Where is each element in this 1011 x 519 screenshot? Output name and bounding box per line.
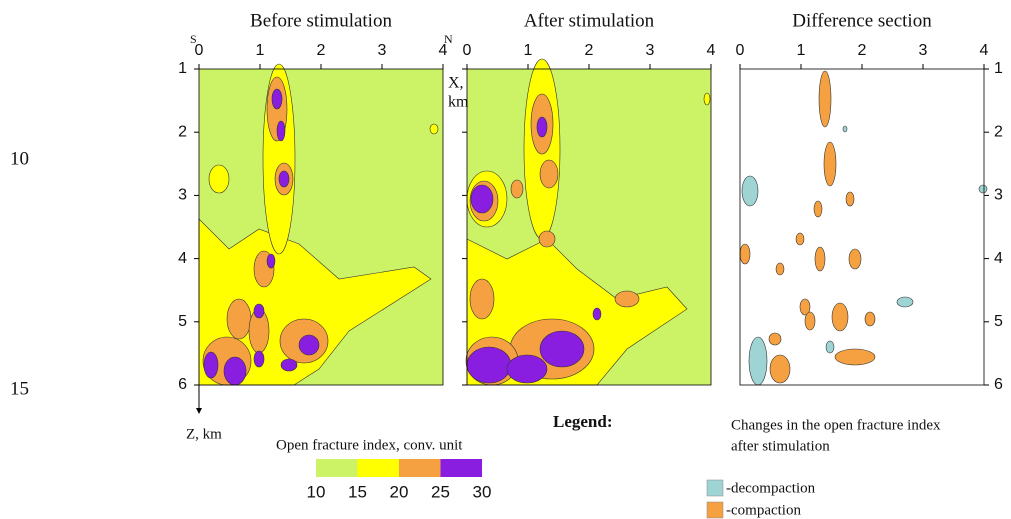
x-axis-label: X, <box>448 75 464 92</box>
colorbar-label: 15 <box>348 482 367 501</box>
z-tick-label: 6 <box>994 376 1003 393</box>
line-number: 15 <box>10 378 29 399</box>
x-axis-label: km <box>448 94 469 111</box>
x-tick-label: 2 <box>585 42 594 59</box>
x-tick-label: 3 <box>646 42 655 59</box>
x-tick-label: 1 <box>797 42 806 59</box>
colorbar-cell <box>440 459 482 477</box>
z-tick-label: 5 <box>178 313 187 330</box>
colorbar-title: Open fracture index, conv. unit <box>276 437 463 453</box>
colorbar-cell <box>357 459 399 477</box>
panel-before-map <box>198 63 443 386</box>
x-tick-label: 4 <box>980 42 989 59</box>
z-axis-arrowhead <box>196 408 202 414</box>
colorbar-label: 10 <box>307 482 326 501</box>
colorbar-cell <box>316 459 358 477</box>
x-tick-label: 1 <box>524 42 533 59</box>
difference-legend-title: after stimulation <box>731 438 830 454</box>
x-tick-label: 0 <box>463 42 472 59</box>
compass-south: S <box>190 32 197 46</box>
z-tick-label: 1 <box>178 60 187 77</box>
z-tick-label: 6 <box>178 376 187 393</box>
legend-label: -decompaction <box>726 480 816 496</box>
x-tick-label: 4 <box>439 42 448 59</box>
z-tick-label: 5 <box>994 313 1003 330</box>
z-tick-label: 3 <box>994 187 1003 204</box>
x-tick-label: 3 <box>919 42 928 59</box>
difference-legend-title: Changes in the open fracture index <box>731 417 941 433</box>
legend-label: -compaction <box>726 502 801 518</box>
colorbar-label: 30 <box>473 482 492 501</box>
x-tick-label: 2 <box>317 42 326 59</box>
panel-title: After stimulation <box>524 10 655 31</box>
colorbar-label: 20 <box>390 482 409 501</box>
z-tick-label: 2 <box>994 123 1003 140</box>
panel-difference-map <box>739 69 988 386</box>
x-tick-label: 3 <box>378 42 387 59</box>
z-tick-label: 4 <box>178 250 187 267</box>
colorbar-cell <box>399 459 441 477</box>
x-tick-label: 0 <box>195 42 204 59</box>
z-tick-label: 4 <box>994 250 1003 267</box>
panel-after-map <box>465 58 711 386</box>
x-tick-label: 4 <box>707 42 716 59</box>
legend-swatch <box>706 501 724 519</box>
colorbar-label: 25 <box>431 482 450 501</box>
panel-title: Difference section <box>792 10 932 31</box>
z-tick-label: 1 <box>994 60 1003 77</box>
z-tick-label: 2 <box>178 123 187 140</box>
z-axis-label: Z, km <box>186 426 222 442</box>
legend-title: Legend: <box>553 412 613 431</box>
x-tick-label: 1 <box>256 42 265 59</box>
legend-swatch <box>706 479 724 497</box>
compass-north: N <box>444 32 453 46</box>
z-tick-label: 3 <box>178 187 187 204</box>
x-tick-label: 2 <box>858 42 867 59</box>
line-number: 10 <box>10 148 29 169</box>
x-tick-label: 0 <box>736 42 745 59</box>
panel-title: Before stimulation <box>250 10 392 31</box>
